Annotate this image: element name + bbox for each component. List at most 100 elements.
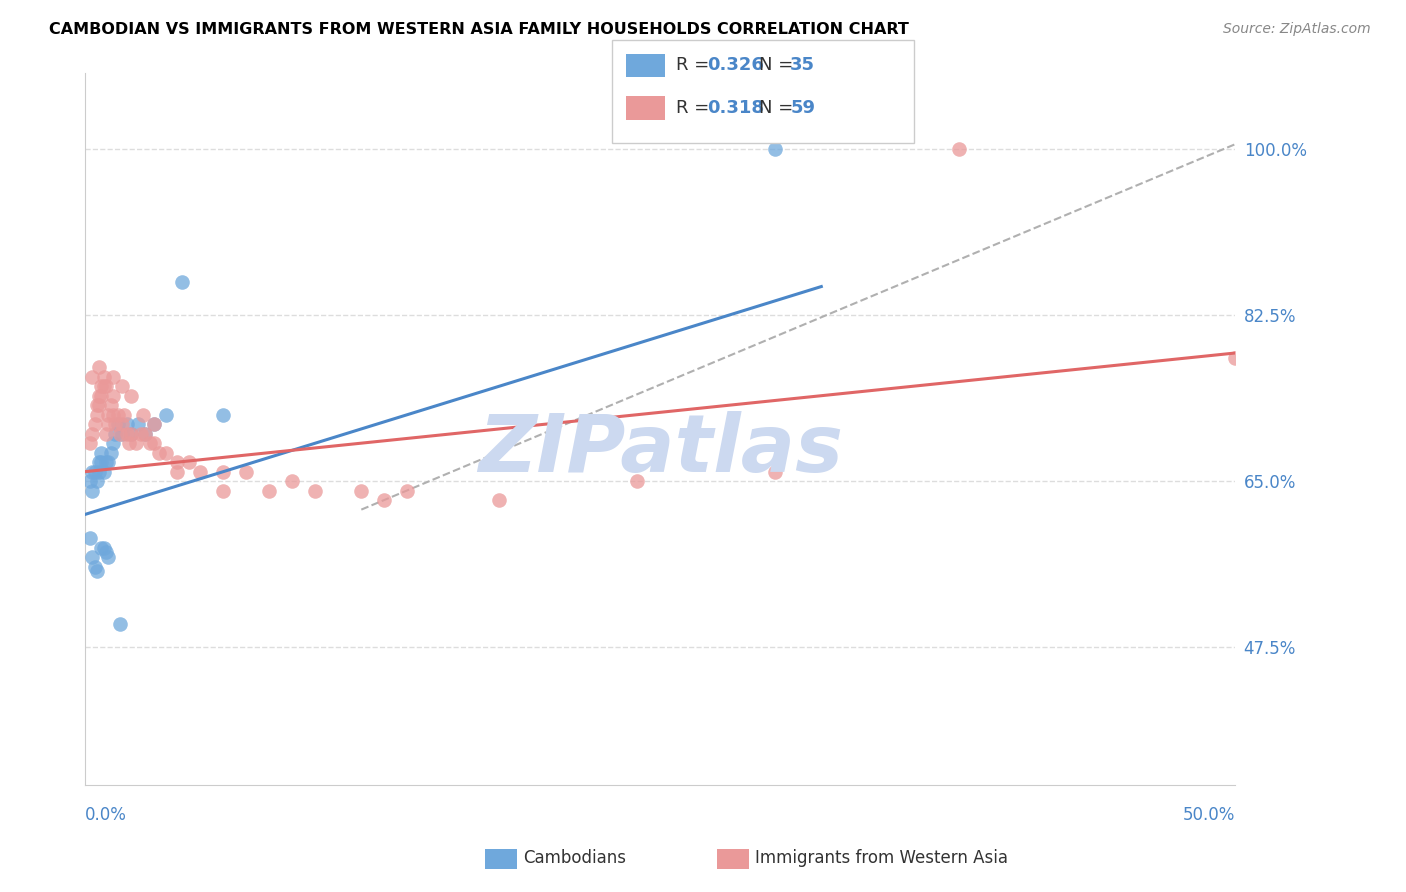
- Point: [115, 417, 138, 432]
- Point: [97, 408, 120, 422]
- Text: N =: N =: [759, 99, 799, 117]
- Point: [101, 436, 124, 450]
- Text: 59: 59: [790, 99, 815, 117]
- Text: R =: R =: [676, 99, 716, 117]
- Point: [79, 436, 101, 450]
- Point: [155, 445, 177, 459]
- Point: [111, 379, 134, 393]
- Point: [83, 465, 105, 479]
- Point: [79, 474, 101, 488]
- Point: [212, 408, 235, 422]
- Point: [304, 483, 326, 498]
- Text: R =: R =: [676, 56, 716, 74]
- Text: 50.0%: 50.0%: [1182, 806, 1236, 824]
- Point: [101, 408, 124, 422]
- Text: CAMBODIAN VS IMMIGRANTS FROM WESTERN ASIA FAMILY HOUSEHOLDS CORRELATION CHART: CAMBODIAN VS IMMIGRANTS FROM WESTERN ASI…: [49, 22, 910, 37]
- Point: [373, 493, 395, 508]
- Text: ZIPatlas: ZIPatlas: [478, 411, 842, 490]
- Point: [90, 389, 112, 403]
- Text: Cambodians: Cambodians: [523, 849, 626, 867]
- Point: [177, 455, 200, 469]
- Point: [94, 545, 117, 559]
- Point: [94, 455, 117, 469]
- Point: [107, 417, 129, 432]
- Text: 0.326: 0.326: [707, 56, 763, 74]
- Point: [626, 474, 648, 488]
- Point: [82, 465, 104, 479]
- Point: [111, 426, 134, 441]
- Point: [138, 436, 160, 450]
- Point: [350, 483, 373, 498]
- Point: [127, 417, 149, 432]
- Point: [101, 369, 124, 384]
- Point: [120, 426, 142, 441]
- Point: [82, 369, 104, 384]
- Point: [132, 408, 155, 422]
- Point: [82, 483, 104, 498]
- Point: [763, 142, 786, 156]
- Point: [93, 541, 115, 555]
- Point: [94, 379, 117, 393]
- Point: [86, 474, 108, 488]
- Point: [143, 417, 166, 432]
- Point: [87, 389, 110, 403]
- Point: [100, 445, 122, 459]
- Point: [129, 426, 152, 441]
- Point: [104, 417, 127, 432]
- Point: [120, 389, 142, 403]
- Point: [87, 398, 110, 412]
- Point: [212, 483, 235, 498]
- Point: [166, 465, 188, 479]
- Text: Immigrants from Western Asia: Immigrants from Western Asia: [755, 849, 1008, 867]
- Point: [86, 564, 108, 578]
- Point: [83, 417, 105, 432]
- Text: 35: 35: [790, 56, 815, 74]
- Point: [488, 493, 510, 508]
- Point: [112, 408, 135, 422]
- Point: [82, 550, 104, 565]
- Point: [97, 455, 120, 469]
- Point: [108, 616, 131, 631]
- Point: [134, 426, 156, 441]
- Point: [93, 465, 115, 479]
- Point: [87, 360, 110, 375]
- Point: [108, 426, 131, 441]
- Point: [212, 465, 235, 479]
- Point: [86, 408, 108, 422]
- Point: [90, 379, 112, 393]
- Point: [143, 436, 166, 450]
- Point: [396, 483, 419, 498]
- Point: [115, 426, 138, 441]
- Point: [93, 369, 115, 384]
- Point: [87, 465, 110, 479]
- Point: [143, 417, 166, 432]
- Text: 0.318: 0.318: [707, 99, 765, 117]
- Point: [170, 275, 193, 289]
- Point: [235, 465, 257, 479]
- Point: [188, 465, 211, 479]
- Point: [120, 426, 142, 441]
- Point: [281, 474, 304, 488]
- Point: [82, 426, 104, 441]
- Point: [148, 445, 170, 459]
- Point: [101, 389, 124, 403]
- Text: Source: ZipAtlas.com: Source: ZipAtlas.com: [1223, 22, 1371, 37]
- Point: [97, 550, 120, 565]
- Point: [100, 398, 122, 412]
- Point: [111, 417, 134, 432]
- Point: [90, 445, 112, 459]
- Point: [83, 559, 105, 574]
- Point: [134, 426, 156, 441]
- Point: [166, 455, 188, 469]
- Point: [118, 436, 141, 450]
- Point: [90, 455, 112, 469]
- Point: [125, 436, 148, 450]
- Point: [86, 398, 108, 412]
- Point: [948, 142, 970, 156]
- Point: [107, 408, 129, 422]
- Point: [763, 465, 786, 479]
- Point: [90, 541, 112, 555]
- Point: [155, 408, 177, 422]
- Point: [97, 417, 120, 432]
- Point: [93, 379, 115, 393]
